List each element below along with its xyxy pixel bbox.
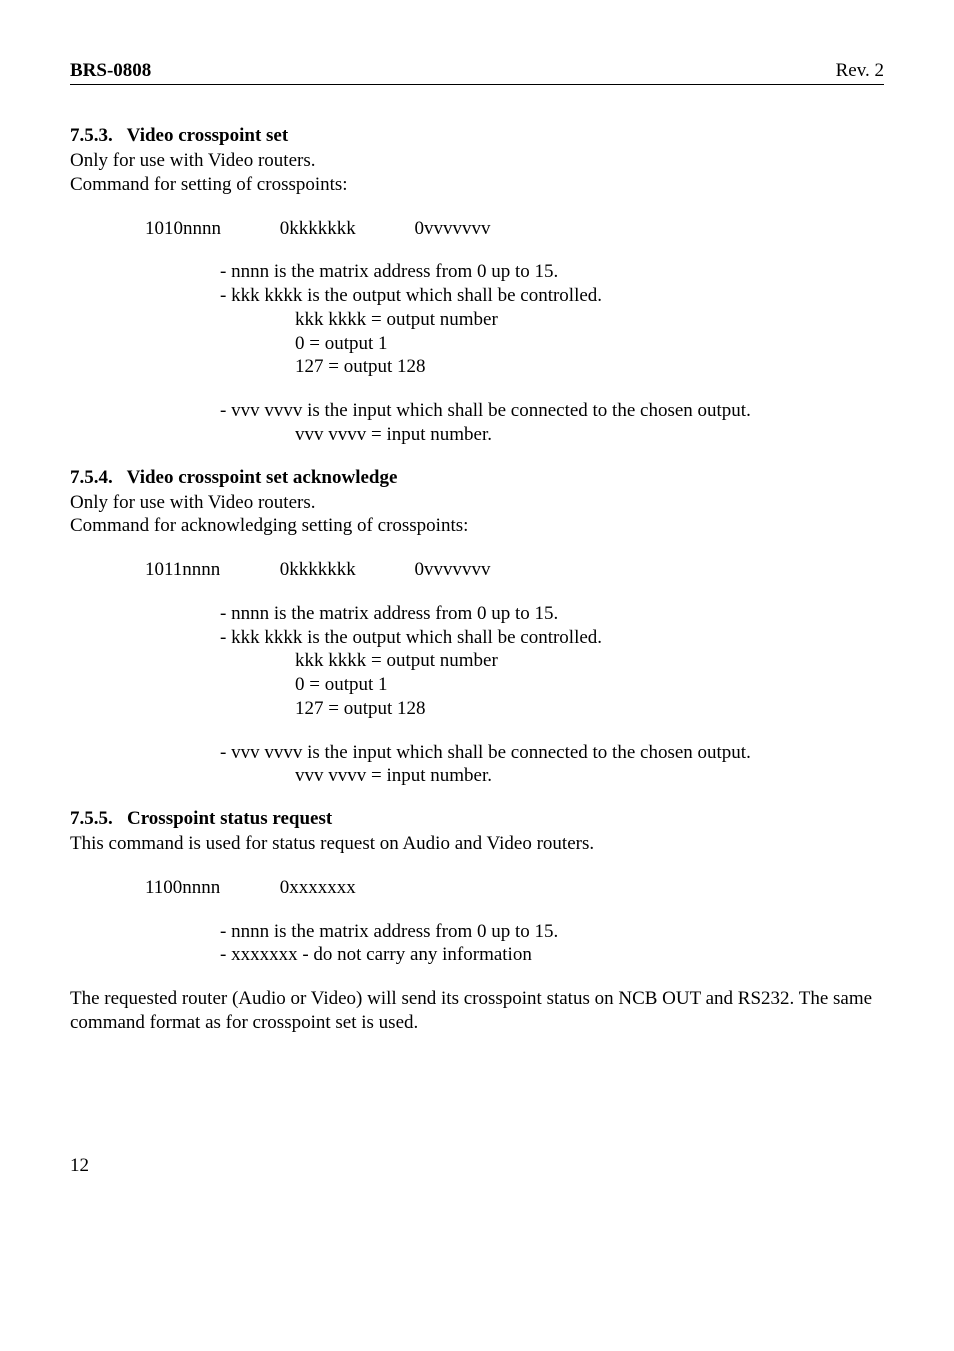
section-heading: Video crosspoint set (127, 125, 289, 146)
command-byte: 0vvvvvvv (415, 217, 491, 241)
note-line: 127 = output 128 (295, 697, 884, 721)
section-754-title: 7.5.4. Video crosspoint set acknowledge (70, 467, 884, 489)
command-byte: 0xxxxxxx (280, 876, 356, 900)
page: BRS-0808 Rev. 2 7.5.3. Video crosspoint … (0, 0, 954, 1207)
page-number: 12 (70, 1155, 89, 1176)
note-line: - nnnn is the matrix address from 0 up t… (220, 260, 884, 284)
note-line: - kkk kkkk is the output which shall be … (220, 284, 884, 308)
text-line: Command for acknowledging setting of cro… (70, 514, 884, 538)
section-754-body: Only for use with Video routers. Command… (70, 491, 884, 789)
command-byte: 0kkkkkkk (280, 217, 410, 241)
header-title: BRS-0808 (70, 60, 151, 82)
section-number: 7.5.5. (70, 808, 113, 829)
page-header: BRS-0808 Rev. 2 (70, 60, 884, 82)
header-revision: Rev. 2 (836, 60, 884, 82)
note-line: 127 = output 128 (295, 355, 884, 379)
page-footer: 12 (70, 1155, 884, 1177)
command-byte: 1100nnnn (145, 876, 275, 900)
note-line: - nnnn is the matrix address from 0 up t… (220, 920, 884, 944)
note-line: 0 = output 1 (295, 673, 884, 697)
command-byte: 0kkkkkkk (280, 558, 410, 582)
header-divider (70, 84, 884, 85)
note-line: - xxxxxxx - do not carry any information (220, 943, 884, 967)
note-line: vvv vvvv = input number. (295, 764, 884, 788)
note-line: - kkk kkkk is the output which shall be … (220, 626, 884, 650)
note-line: kkk kkkk = output number (295, 308, 884, 332)
text-line: Only for use with Video routers. (70, 491, 884, 515)
section-753-title: 7.5.3. Video crosspoint set (70, 125, 884, 147)
text-line: Command for setting of crosspoints: (70, 173, 884, 197)
command-line: 1010nnnn 0kkkkkkk 0vvvvvvv (145, 217, 884, 241)
section-753-body: Only for use with Video routers. Command… (70, 149, 884, 447)
note-line: 0 = output 1 (295, 332, 884, 356)
section-heading: Video crosspoint set acknowledge (127, 467, 398, 488)
section-heading: Crosspoint status request (127, 808, 332, 829)
command-line: 1100nnnn 0xxxxxxx (145, 876, 884, 900)
text-line: This command is used for status request … (70, 832, 884, 856)
note-line: - nnnn is the matrix address from 0 up t… (220, 602, 884, 626)
note-line: kkk kkkk = output number (295, 649, 884, 673)
section-number: 7.5.3. (70, 125, 113, 146)
command-byte: 1010nnnn (145, 217, 275, 241)
command-byte: 0vvvvvvv (415, 558, 491, 582)
section-755-body: This command is used for status request … (70, 832, 884, 1035)
section-755-title: 7.5.5. Crosspoint status request (70, 808, 884, 830)
note-line: vvv vvvv = input number. (295, 423, 884, 447)
section-number: 7.5.4. (70, 467, 113, 488)
note-line: - vvv vvvv is the input which shall be c… (220, 741, 884, 765)
note-line: - vvv vvvv is the input which shall be c… (220, 399, 884, 423)
text-line: Only for use with Video routers. (70, 149, 884, 173)
text-line: The requested router (Audio or Video) wi… (70, 987, 884, 1035)
command-byte: 1011nnnn (145, 558, 275, 582)
command-line: 1011nnnn 0kkkkkkk 0vvvvvvv (145, 558, 884, 582)
